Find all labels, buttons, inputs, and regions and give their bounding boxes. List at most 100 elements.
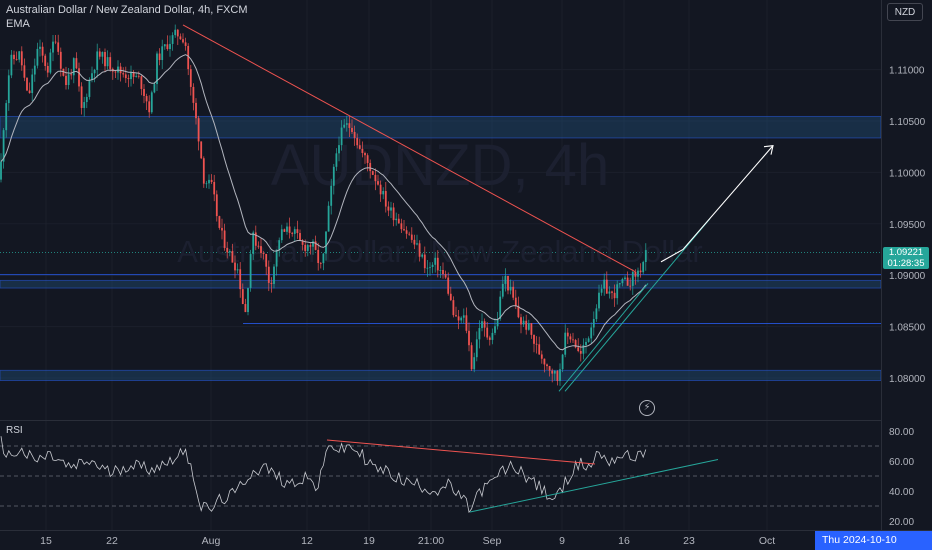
candle-body [382, 191, 385, 195]
rsi-indicator-label[interactable]: RSI [6, 425, 23, 436]
candle-body [223, 230, 226, 248]
ema-line [0, 54, 647, 351]
candle-body [564, 332, 567, 355]
candle-body [444, 274, 447, 278]
candle-body [377, 181, 379, 185]
candle-body [587, 338, 590, 342]
rsi-axis[interactable]: 80.00 60.00 40.00 20.00 [889, 427, 914, 528]
rsi-trendlines [326, 439, 719, 513]
candle-body [543, 358, 546, 365]
candle-body [44, 55, 47, 67]
candle-body [507, 275, 509, 291]
candle-body [631, 271, 634, 286]
candle-body [15, 59, 18, 60]
candle-body [70, 74, 73, 76]
candle-body [416, 243, 418, 245]
candle-body [163, 44, 166, 47]
candle-body [366, 155, 369, 163]
candle-body [618, 283, 621, 285]
candle-body [351, 127, 353, 132]
candle-body [486, 327, 489, 338]
candle-body [2, 130, 5, 162]
candle-body [561, 354, 564, 370]
candle-body [41, 46, 44, 56]
time-tick-label: Sep [483, 535, 502, 547]
candle-body [36, 48, 39, 66]
symbol-title[interactable]: Australian Dollar / New Zealand Dollar, … [6, 4, 248, 16]
candle-body [598, 292, 600, 309]
candle-body [234, 262, 236, 271]
candle-body [319, 263, 322, 264]
candle-body [439, 269, 442, 271]
candle-body [33, 65, 36, 75]
candle-body [488, 337, 491, 340]
candle-body [330, 185, 333, 206]
candle-body [530, 323, 533, 335]
lightning-icon[interactable]: ⚡ [639, 400, 655, 416]
candle-body [436, 257, 439, 271]
candle-body [481, 321, 483, 329]
time-axis[interactable]: 15 22 Aug 12 19 21:00 Sep 9 16 23 Oct [40, 535, 775, 547]
candle-body [553, 370, 556, 374]
candle-body [262, 252, 265, 254]
candle-body [369, 162, 372, 172]
candle-body [135, 75, 138, 77]
time-tick-label: 22 [106, 535, 118, 547]
candle-body [200, 141, 203, 159]
candle-body [140, 76, 143, 89]
trendline [558, 283, 649, 392]
candle-body [179, 36, 182, 40]
candle-body [231, 251, 234, 263]
candle-body [275, 249, 278, 267]
candle-body [585, 341, 587, 346]
candle-body [150, 92, 153, 113]
candle-body [527, 323, 530, 330]
candle-body [496, 318, 499, 327]
candle-body [569, 336, 572, 340]
currency-button[interactable]: NZD [887, 3, 923, 21]
candle-body [358, 145, 361, 149]
candle-body [611, 291, 613, 293]
price-candles [0, 24, 647, 386]
candle-body [28, 90, 31, 94]
candle-body [270, 282, 273, 284]
candle-body [525, 320, 528, 330]
candle-body [338, 145, 340, 154]
rsi-tick-label: 60.00 [889, 457, 914, 468]
time-tick-label: 9 [559, 535, 565, 547]
candle-body [306, 245, 309, 251]
candle-body [221, 227, 223, 231]
price-tick-label: 1.09000 [889, 271, 926, 282]
candle-body [397, 218, 400, 224]
price-axis[interactable]: 1.11000 1.10500 1.10000 1.09500 1.09000 1.085… [889, 66, 926, 385]
candle-body [418, 243, 421, 257]
trendline [564, 218, 711, 392]
candle-body [166, 44, 169, 50]
grid [0, 0, 881, 530]
candle-body [384, 191, 387, 207]
candle-body [78, 68, 80, 87]
time-tick-label: 16 [618, 535, 630, 547]
candle-body [91, 73, 93, 80]
candle-body [325, 231, 327, 254]
candle-body [624, 277, 626, 280]
candle-body [483, 321, 486, 328]
candle-body [85, 96, 88, 103]
candle-body [616, 284, 619, 299]
candle-body [202, 158, 205, 184]
arrow-head [763, 145, 774, 155]
candle-body [156, 53, 158, 85]
candle-body [278, 240, 281, 250]
candle-body [613, 292, 616, 299]
candle-body [117, 66, 119, 73]
candle-body [5, 103, 8, 131]
candle-body [314, 241, 317, 250]
ema-indicator-label[interactable]: EMA [6, 18, 30, 30]
candle-body [317, 249, 320, 264]
candle-body [356, 137, 359, 146]
candle-body [577, 347, 580, 351]
candle-body [293, 229, 296, 234]
candle-body [46, 66, 49, 73]
candle-body [283, 229, 286, 232]
